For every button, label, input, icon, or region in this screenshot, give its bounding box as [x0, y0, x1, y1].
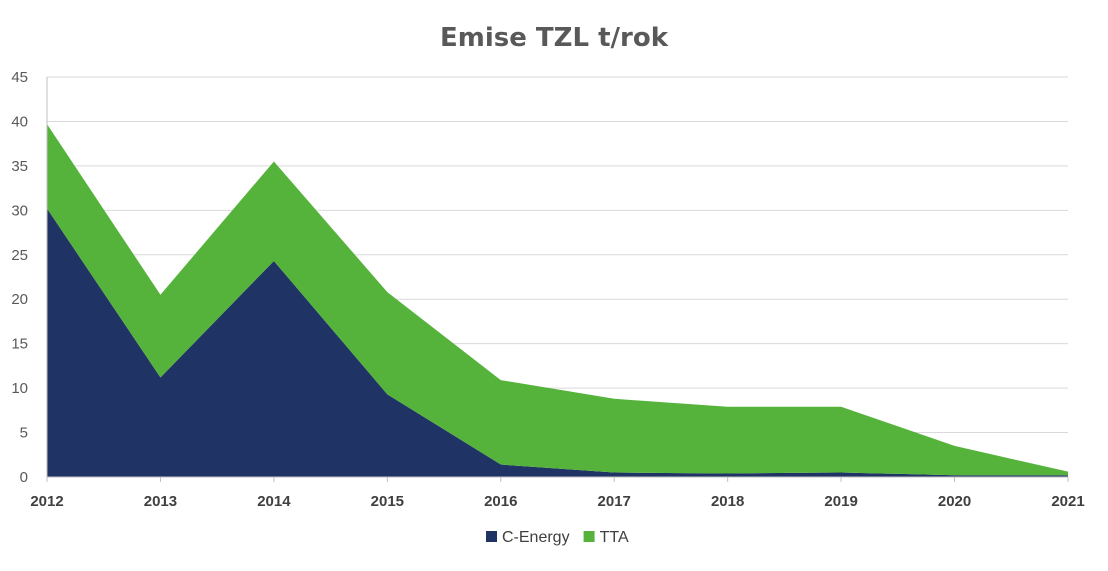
y-tick-label: 10	[11, 380, 28, 397]
x-tick-label: 2013	[144, 493, 177, 510]
area-series-tta	[47, 124, 1068, 476]
y-tick-label: 35	[11, 158, 28, 175]
x-tick-label: 2017	[598, 493, 631, 510]
legend-swatch	[583, 531, 595, 542]
x-tick-label: 2012	[30, 493, 63, 510]
legend-swatch	[486, 531, 497, 542]
y-axis-tick-labels: 0 5 10 15 20 25 30 35 40 45	[11, 69, 28, 486]
y-tick-label: 20	[11, 291, 28, 308]
y-tick-label: 0	[20, 469, 28, 486]
y-tick-label: 30	[11, 202, 28, 219]
area-series-c-energy	[47, 208, 1068, 478]
legend-label: C-Energy	[502, 529, 570, 546]
y-tick-label: 5	[20, 425, 28, 442]
y-tick-label: 15	[11, 336, 28, 353]
x-tick-label: 2015	[371, 493, 404, 510]
x-tick-label: 2016	[484, 493, 517, 510]
legend-label: TTA	[600, 529, 629, 546]
chart-title: Emise TZL t/rok	[440, 23, 669, 53]
x-tick-label: 2021	[1051, 493, 1084, 510]
series-areas	[47, 124, 1068, 478]
y-tick-label: 25	[11, 247, 28, 264]
x-axis-tick-labels: 2012 2013 2014 2015 2016 2017 2018 2019 2020 2021	[30, 493, 1084, 510]
x-tick-label: 2020	[938, 493, 971, 510]
x-tick-label: 2014	[257, 493, 291, 510]
axes	[46, 77, 1069, 482]
x-tick-label: 2018	[711, 493, 744, 510]
legend: C-Energy TTA	[486, 529, 629, 546]
y-tick-label: 45	[11, 69, 28, 86]
y-tick-label: 40	[11, 113, 28, 130]
x-tick-label: 2019	[824, 493, 857, 510]
